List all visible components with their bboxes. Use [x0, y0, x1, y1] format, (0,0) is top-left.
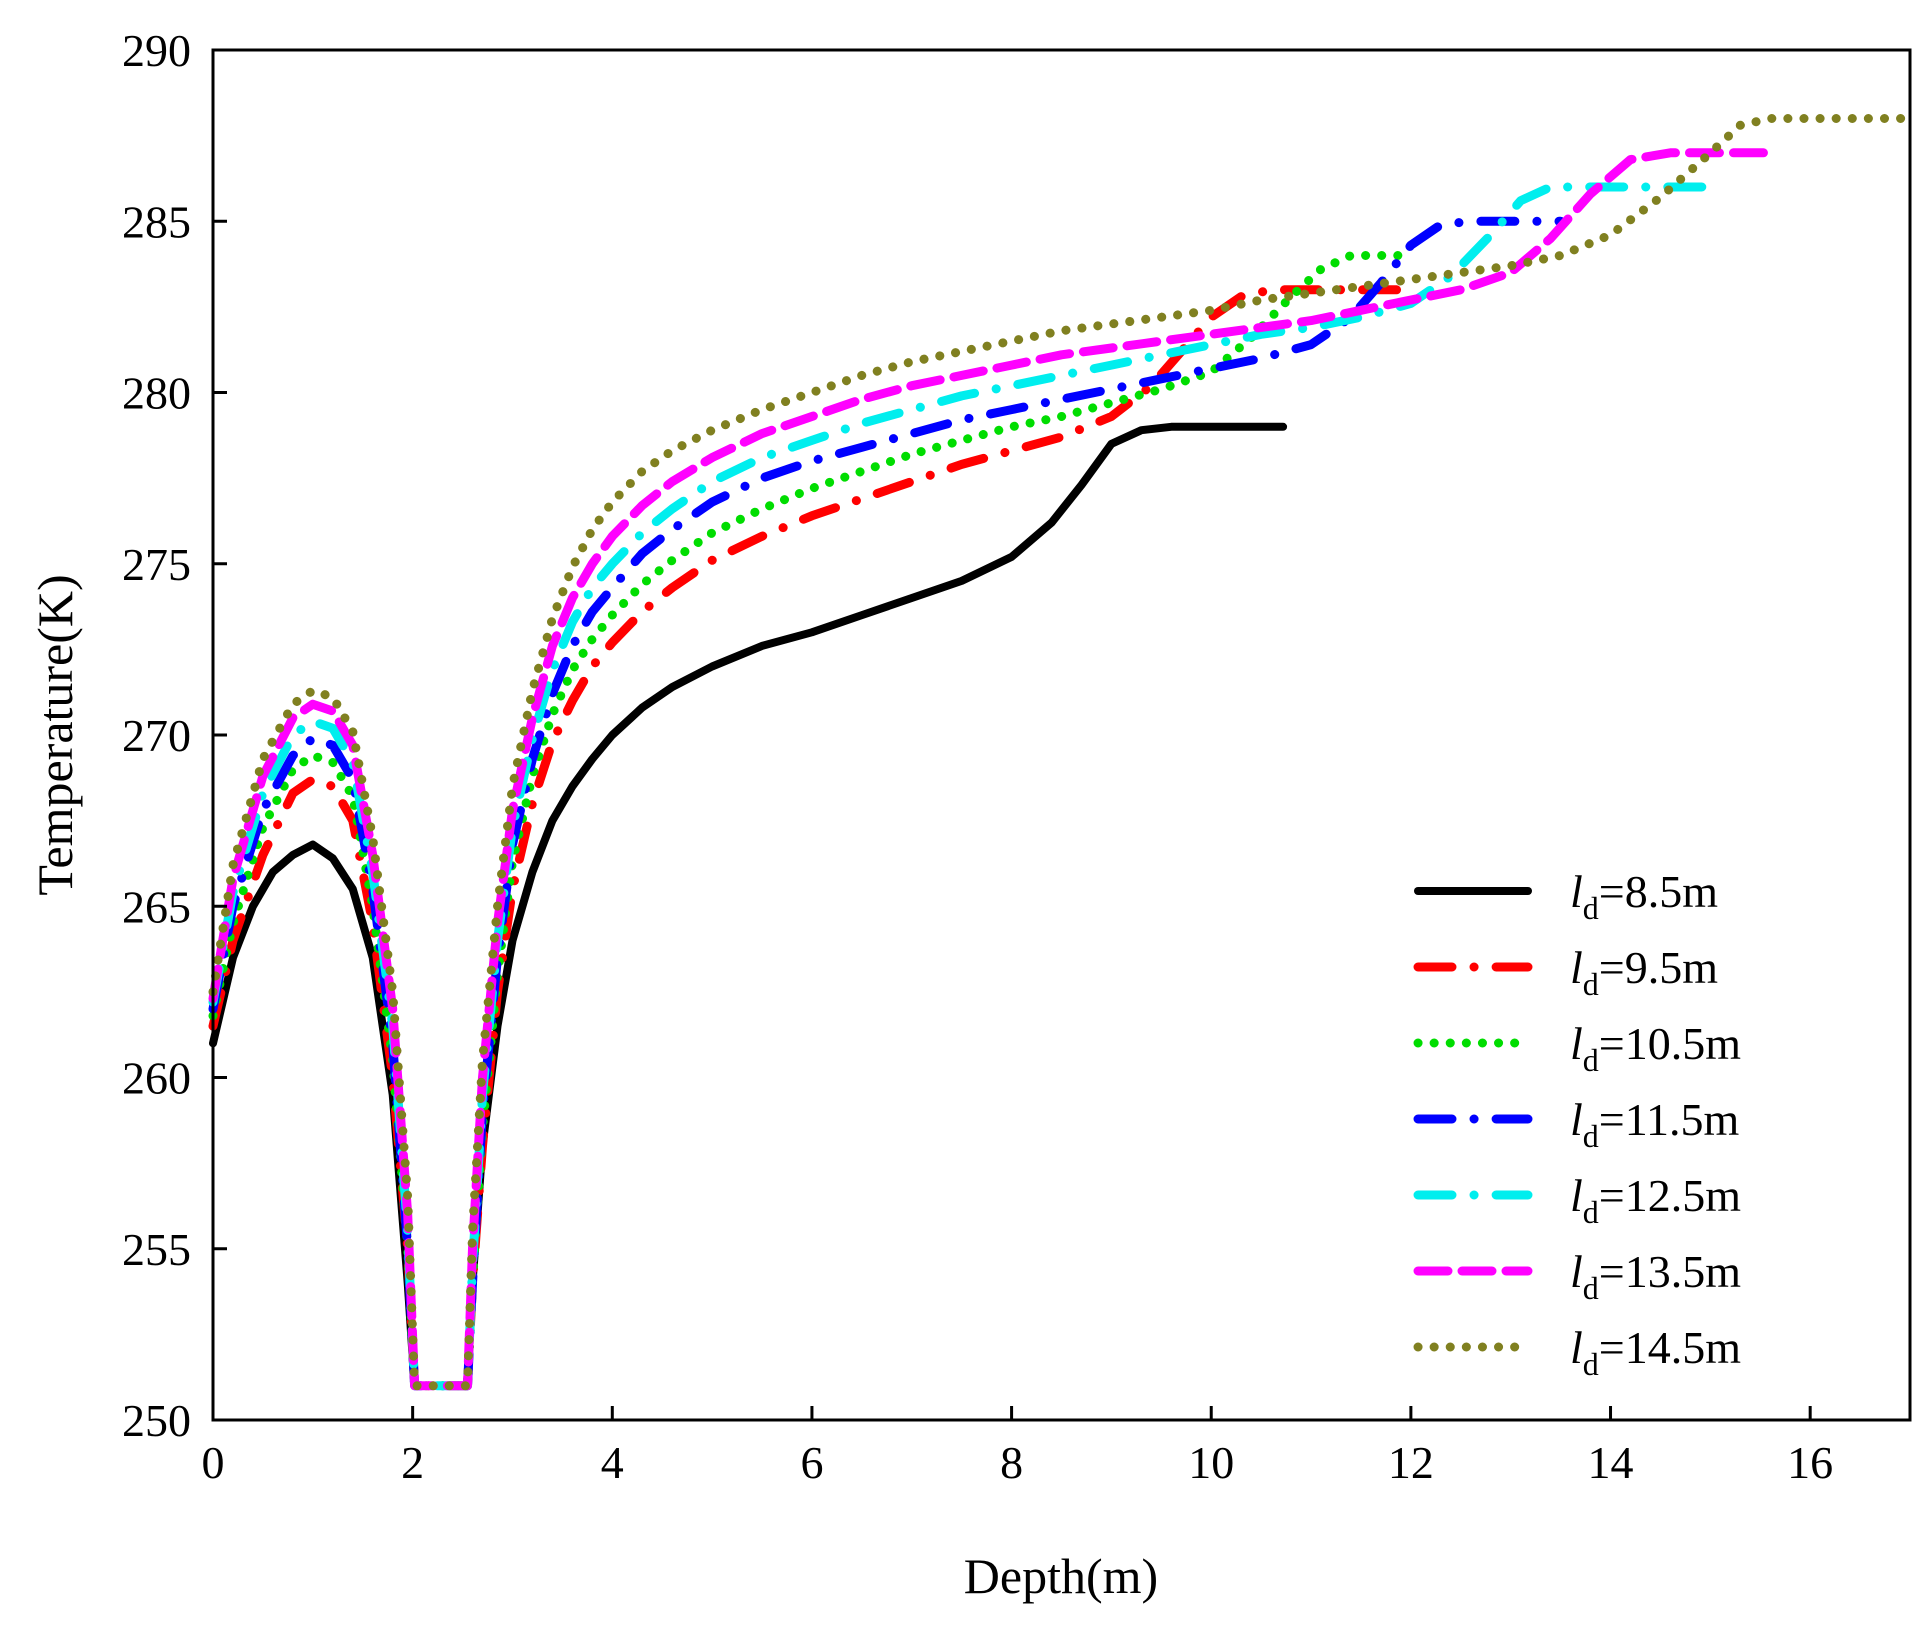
legend: ld=8.5m ld=9.5m ld=10.5m ld=11.5m ld=12.5m ld…	[1413, 866, 1741, 1382]
x-tick-label-6: 12	[1388, 1437, 1434, 1488]
legend-label-1: ld=8.5m	[1570, 866, 1718, 926]
series-line-1	[209, 422, 1288, 1390]
legend-label-6: ld=13.5m	[1570, 1246, 1741, 1306]
x-tick-label-8: 16	[1787, 1437, 1833, 1488]
x-tick-label-1: 2	[401, 1437, 424, 1488]
x-axis-title: Depth(m)	[964, 1548, 1158, 1604]
series-line-5	[208, 182, 1715, 1391]
y-tick-label-3: 265	[122, 881, 191, 932]
x-tick-label-5: 10	[1188, 1437, 1234, 1488]
x-tick-label-3: 6	[800, 1437, 823, 1488]
series-line-7	[208, 114, 1910, 1391]
y-tick-label-4: 270	[122, 710, 191, 761]
y-tick-label-8: 290	[122, 25, 191, 76]
series-line-2	[208, 285, 1416, 1391]
legend-label-7: ld=14.5m	[1570, 1322, 1741, 1382]
x-tick-label-2: 4	[601, 1437, 624, 1488]
series-layer	[208, 114, 1910, 1391]
legend-label-4: ld=11.5m	[1570, 1094, 1740, 1154]
y-axis-title: Temperature(K)	[27, 574, 83, 895]
y-tick-label-5: 275	[122, 539, 191, 590]
legend-label-3: ld=10.5m	[1570, 1018, 1741, 1078]
legend-label-2: ld=9.5m	[1570, 942, 1718, 1002]
legend-label-5: ld=12.5m	[1570, 1170, 1741, 1230]
x-tick-label-0: 0	[202, 1437, 225, 1488]
series-line-6	[208, 148, 1775, 1391]
y-tick-label-6: 280	[122, 368, 191, 419]
y-tick-label-7: 285	[122, 196, 191, 247]
axis-ticks: 0 2 4 6 8 10 12 14 16 250 255 260 265 270 275 280 285 290	[122, 25, 1833, 1488]
x-tick-label-4: 8	[1000, 1437, 1023, 1488]
y-tick-label-1: 255	[122, 1224, 191, 1275]
y-tick-label-2: 260	[122, 1053, 191, 1104]
y-tick-label-0: 250	[122, 1395, 191, 1446]
x-tick-label-7: 14	[1588, 1437, 1634, 1488]
